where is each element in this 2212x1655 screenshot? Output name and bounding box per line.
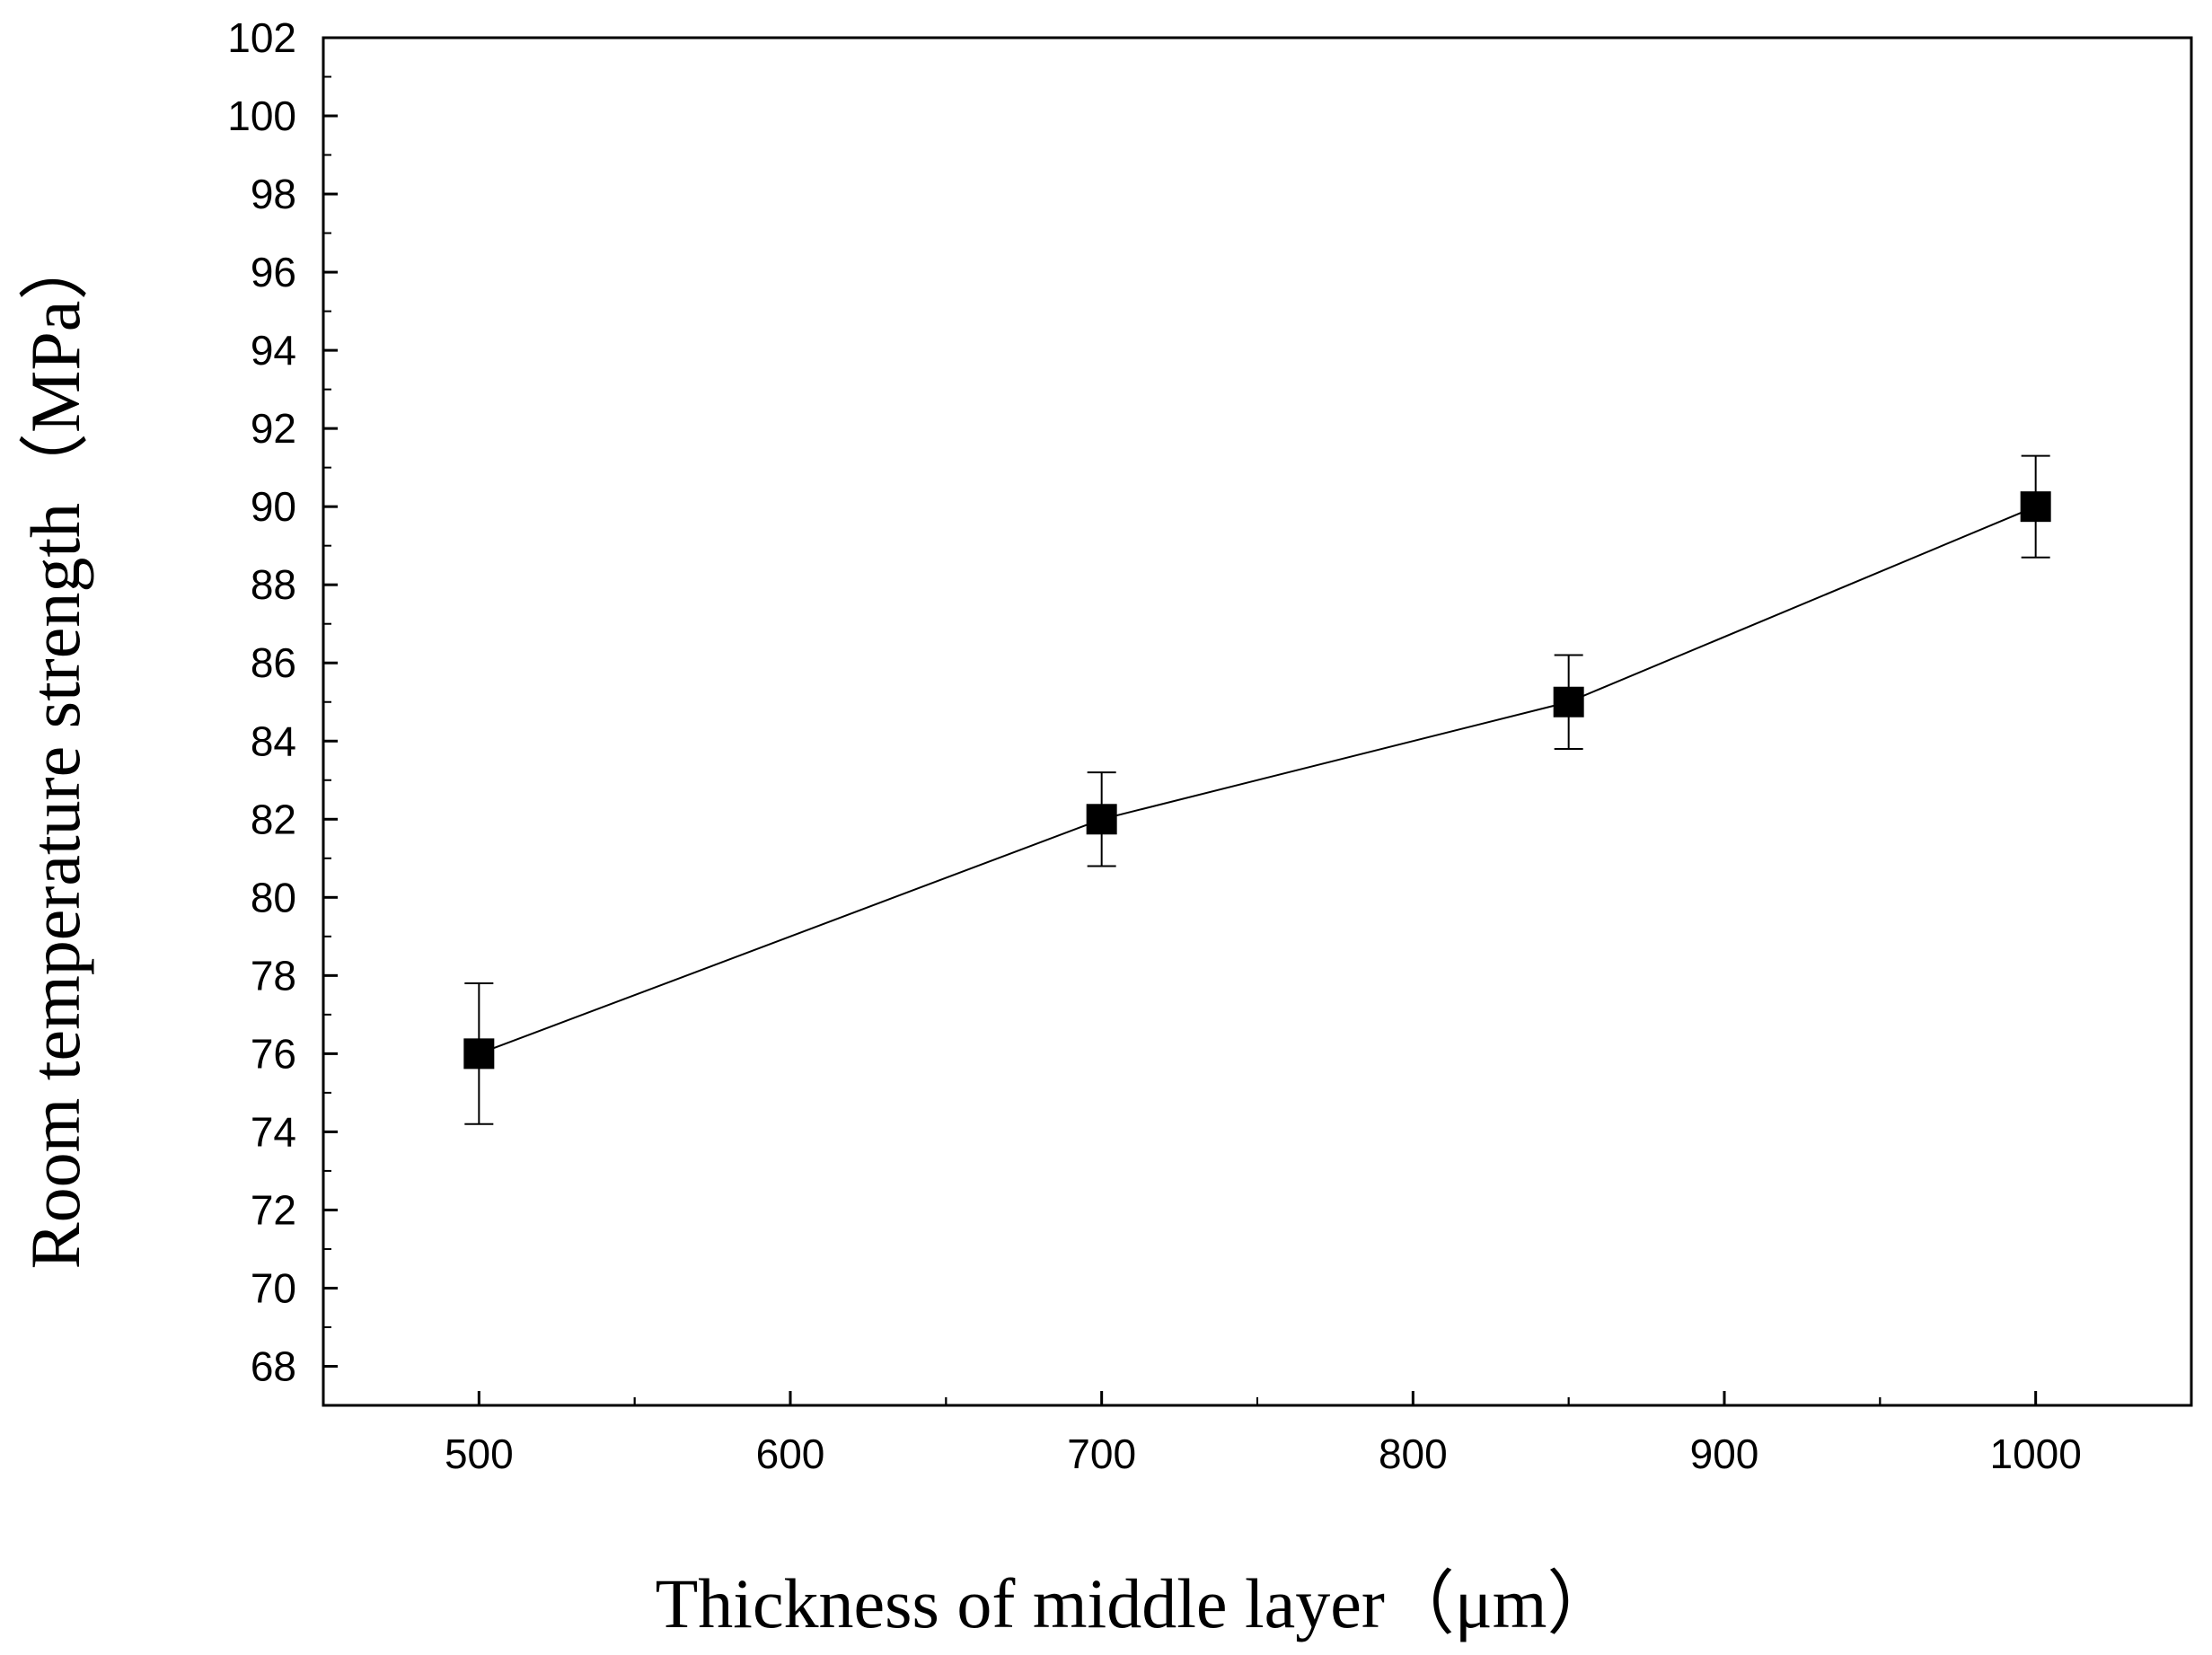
y-tick-label: 84 <box>251 717 296 764</box>
y-tick-label: 98 <box>251 171 296 217</box>
y-tick-label: 86 <box>251 639 296 686</box>
y-tick-label: 76 <box>251 1030 296 1077</box>
data-point <box>1553 686 1584 717</box>
y-tick-label: 92 <box>251 405 296 452</box>
y-tick-label: 70 <box>251 1264 296 1311</box>
data-point <box>463 1038 495 1070</box>
plot-frame <box>322 36 2193 1407</box>
y-tick-label: 88 <box>251 561 296 608</box>
y-tick-label: 72 <box>251 1186 296 1233</box>
x-tick-label: 700 <box>1067 1431 1136 1477</box>
y-tick-label: 80 <box>251 874 296 920</box>
y-tick-label: 96 <box>251 249 296 295</box>
data-point <box>2020 491 2051 523</box>
x-tick-label: 900 <box>1690 1431 1759 1477</box>
x-tick-label: 800 <box>1379 1431 1448 1477</box>
y-tick-label: 74 <box>251 1108 296 1155</box>
y-tick-label: 82 <box>251 796 296 842</box>
y-axis-title: Room temperature strength（MPa） <box>16 231 94 1270</box>
y-tick-label: 78 <box>251 952 296 999</box>
y-tick-label: 102 <box>227 14 296 61</box>
x-axis-title: Thickness of middle layer（μm） <box>656 1564 1617 1642</box>
data-point <box>1086 804 1117 835</box>
y-tick-label: 100 <box>227 92 296 139</box>
x-tick-label: 1000 <box>1989 1431 2081 1477</box>
y-tick-label: 68 <box>251 1342 296 1389</box>
series-line <box>478 506 2037 1055</box>
y-tick-label: 90 <box>251 483 296 530</box>
x-tick-label: 500 <box>445 1431 514 1477</box>
x-tick-label: 600 <box>756 1431 825 1477</box>
y-tick-label: 94 <box>251 327 296 374</box>
